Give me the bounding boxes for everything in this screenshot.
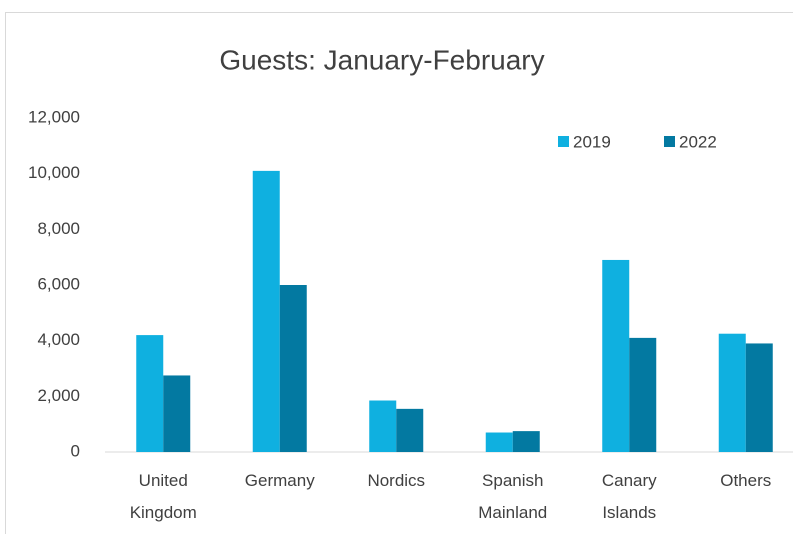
bar bbox=[279, 285, 307, 452]
legend-label: 2022 bbox=[679, 132, 717, 151]
chart-frame bbox=[5, 12, 793, 534]
bar bbox=[512, 431, 540, 452]
bar bbox=[163, 375, 191, 452]
bar bbox=[745, 343, 773, 452]
y-tick-label: 10,000 bbox=[28, 163, 80, 182]
legend-label: 2019 bbox=[573, 132, 611, 151]
bar bbox=[485, 432, 513, 452]
chart-title: Guests: January-February bbox=[219, 44, 544, 75]
bar bbox=[369, 400, 397, 452]
y-tick-label: 0 bbox=[71, 441, 80, 460]
legend-swatch bbox=[664, 136, 675, 147]
bar bbox=[136, 335, 164, 452]
y-tick-label: 4,000 bbox=[37, 330, 80, 349]
legend-swatch bbox=[558, 136, 569, 147]
bar bbox=[718, 333, 746, 452]
bar bbox=[252, 170, 280, 452]
x-tick-label: Spanish Mainland bbox=[478, 471, 547, 522]
x-tick-label: Nordics bbox=[367, 471, 425, 490]
y-tick-label: 12,000 bbox=[28, 107, 80, 126]
y-tick-label: 8,000 bbox=[37, 219, 80, 238]
y-tick-label: 6,000 bbox=[37, 274, 80, 293]
bar bbox=[396, 408, 424, 452]
x-tick-label: Germany bbox=[245, 471, 315, 490]
bar bbox=[602, 259, 630, 452]
y-tick-label: 2,000 bbox=[37, 386, 80, 405]
x-tick-label: United Kingdom bbox=[130, 471, 197, 522]
x-tick-label: Others bbox=[720, 471, 771, 490]
x-tick-label: Canary Islands bbox=[602, 471, 657, 522]
bar bbox=[629, 337, 657, 452]
